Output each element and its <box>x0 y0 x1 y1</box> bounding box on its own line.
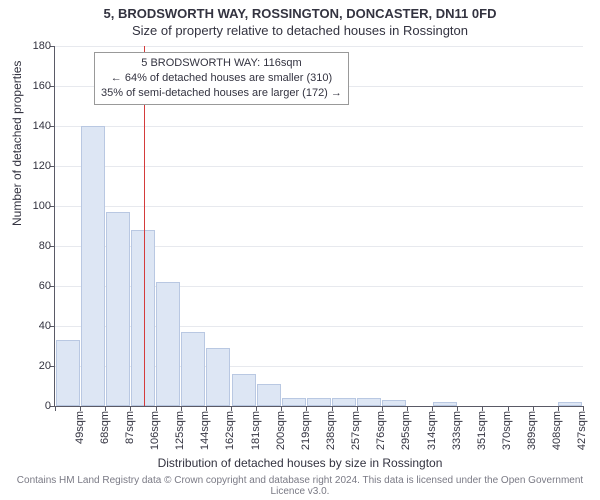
footer-attribution: Contains HM Land Registry data © Crown c… <box>0 475 600 497</box>
xtick-label: 276sqm <box>375 411 387 461</box>
annotation-line1: 5 BRODSWORTH WAY: 116sqm <box>101 56 342 71</box>
xtick-mark <box>156 406 157 411</box>
ytick-label: 140 <box>33 120 51 132</box>
xtick-label: 389sqm <box>526 411 538 461</box>
gridline <box>55 166 583 167</box>
xtick-mark <box>533 406 534 411</box>
xtick-mark <box>181 406 182 411</box>
bar <box>433 402 457 406</box>
xtick-label: 370sqm <box>501 411 513 461</box>
xtick-mark <box>558 406 559 411</box>
xtick-label: 106sqm <box>149 411 161 461</box>
xtick-mark <box>306 406 307 411</box>
bar <box>156 282 180 406</box>
xtick-label: 257sqm <box>350 411 362 461</box>
ytick-label: 160 <box>33 80 51 92</box>
xtick-mark <box>357 406 358 411</box>
ytick-label: 20 <box>39 360 51 372</box>
xtick-mark <box>482 406 483 411</box>
xtick-mark <box>407 406 408 411</box>
chart-title-address: 5, BRODSWORTH WAY, ROSSINGTON, DONCASTER… <box>0 0 600 21</box>
x-axis-label: Distribution of detached houses by size … <box>0 456 600 470</box>
xtick-label: 351sqm <box>476 411 488 461</box>
xtick-label: 200sqm <box>275 411 287 461</box>
bar <box>257 384 281 406</box>
xtick-mark <box>256 406 257 411</box>
ytick-label: 60 <box>39 280 51 292</box>
ytick-label: 0 <box>45 400 51 412</box>
xtick-label: 162sqm <box>224 411 236 461</box>
xtick-mark <box>583 406 584 411</box>
xtick-mark <box>231 406 232 411</box>
chart-area: 02040608010012014016018049sqm68sqm87sqm1… <box>54 46 582 406</box>
bar <box>206 348 230 406</box>
ytick-label: 100 <box>33 200 51 212</box>
bar <box>106 212 130 406</box>
xtick-label: 314sqm <box>426 411 438 461</box>
gridline <box>55 46 583 47</box>
xtick-mark <box>432 406 433 411</box>
annotation-line3: 35% of semi-detached houses are larger (… <box>101 86 342 101</box>
bar <box>232 374 256 406</box>
xtick-label: 68sqm <box>99 411 111 461</box>
bar <box>332 398 356 406</box>
xtick-mark <box>281 406 282 411</box>
xtick-label: 49sqm <box>74 411 86 461</box>
xtick-mark <box>55 406 56 411</box>
xtick-label: 333sqm <box>451 411 463 461</box>
xtick-label: 125sqm <box>174 411 186 461</box>
ytick-label: 80 <box>39 240 51 252</box>
bar <box>382 400 406 406</box>
xtick-label: 144sqm <box>199 411 211 461</box>
xtick-label: 181sqm <box>250 411 262 461</box>
xtick-mark <box>382 406 383 411</box>
xtick-label: 427sqm <box>576 411 588 461</box>
xtick-mark <box>457 406 458 411</box>
xtick-mark <box>80 406 81 411</box>
xtick-mark <box>206 406 207 411</box>
xtick-label: 295sqm <box>400 411 412 461</box>
gridline <box>55 126 583 127</box>
ytick-label: 180 <box>33 40 51 52</box>
bar <box>307 398 331 406</box>
bar <box>282 398 306 406</box>
xtick-mark <box>508 406 509 411</box>
bar <box>181 332 205 406</box>
xtick-mark <box>130 406 131 411</box>
xtick-mark <box>332 406 333 411</box>
bar <box>56 340 80 406</box>
xtick-label: 219sqm <box>300 411 312 461</box>
xtick-label: 238sqm <box>325 411 337 461</box>
annotation-box: 5 BRODSWORTH WAY: 116sqm ← 64% of detach… <box>94 52 349 105</box>
xtick-label: 408sqm <box>551 411 563 461</box>
annotation-line2: ← 64% of detached houses are smaller (31… <box>101 71 342 86</box>
bar <box>81 126 105 406</box>
ytick-label: 40 <box>39 320 51 332</box>
bar <box>558 402 582 406</box>
gridline <box>55 206 583 207</box>
xtick-mark <box>105 406 106 411</box>
y-axis-label: Number of detached properties <box>10 61 24 226</box>
chart-title-desc: Size of property relative to detached ho… <box>0 21 600 38</box>
xtick-label: 87sqm <box>124 411 136 461</box>
ytick-label: 120 <box>33 160 51 172</box>
bar <box>357 398 381 406</box>
